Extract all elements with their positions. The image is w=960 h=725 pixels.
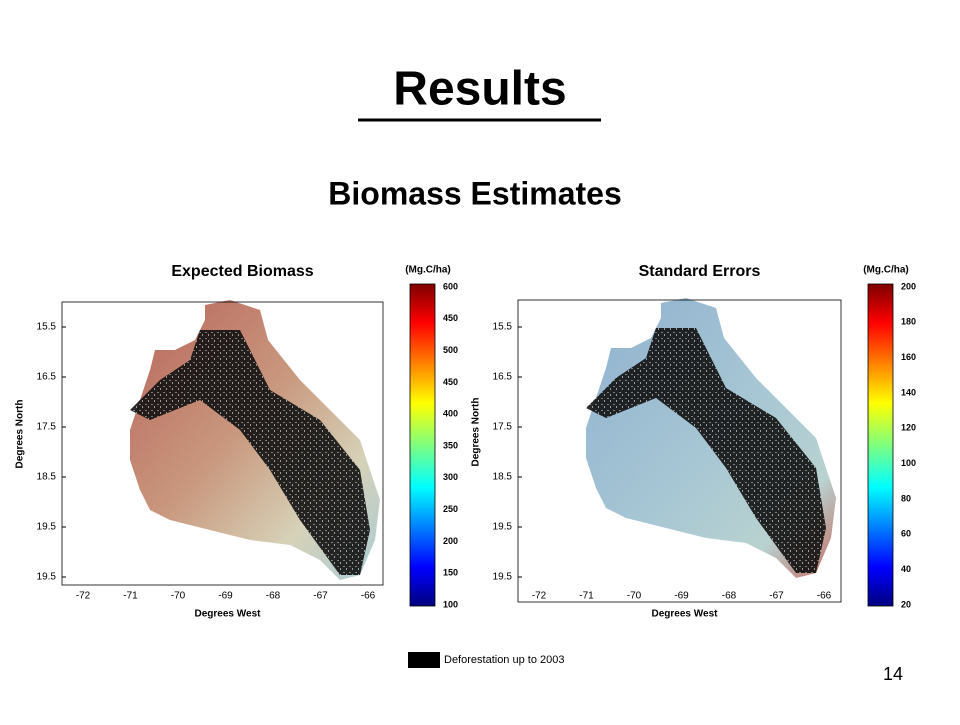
colorbar-unit: (Mg.C/ha)	[405, 265, 451, 276]
x-tick-label: -66	[361, 591, 376, 602]
x-tick-label: -68	[266, 591, 281, 602]
legend-label: Deforestation up to 2003	[444, 654, 564, 666]
map-frame	[517, 299, 842, 603]
panel-title: Standard Errors	[639, 263, 761, 280]
colorbar-tick-label: 200	[901, 281, 916, 291]
y-tick-label: 18.5	[493, 472, 513, 483]
colorbar-tick-label: 450	[443, 313, 458, 323]
legend-swatch	[408, 652, 440, 668]
y-tick-label: 18.5	[37, 472, 57, 483]
x-tick-label: -70	[627, 591, 642, 602]
panel-title: Expected Biomass	[171, 263, 313, 280]
y-tick-label: 17.5	[493, 422, 513, 433]
page-number: 14	[883, 664, 903, 684]
colorbar-tick-label: 300	[443, 472, 458, 482]
colorbar-tick-label: 150	[443, 568, 458, 578]
x-tick-label: -69	[674, 591, 689, 602]
x-tick-label: -72	[532, 591, 547, 602]
x-tick-label: -68	[722, 591, 737, 602]
colorbar-tick-label: 400	[443, 409, 458, 419]
colorbar-tick-label: 180	[901, 317, 916, 327]
colorbar-tick-label: 60	[901, 529, 911, 539]
y-tick-label: 16.5	[493, 372, 513, 383]
x-tick-label: -71	[123, 591, 138, 602]
y-tick-label: 19.5	[37, 572, 57, 583]
y-tick-label: 19.5	[493, 572, 513, 583]
colorbar-tick-label: 250	[443, 504, 458, 514]
colorbar-tick-label: 200	[443, 536, 458, 546]
deforestation-area	[586, 328, 826, 573]
colorbar-tick-label: 450	[443, 377, 458, 387]
x-axis-label: Degrees West	[652, 609, 719, 620]
title: Results	[393, 63, 566, 116]
x-tick-label: -66	[817, 591, 832, 602]
y-tick-label: 19.5	[493, 522, 513, 533]
y-tick-label: 15.5	[493, 322, 513, 333]
x-tick-label: -67	[313, 591, 328, 602]
colorbar-unit: (Mg.C/ha)	[863, 265, 909, 276]
y-tick-label: 16.5	[37, 372, 57, 383]
colorbar-tick-label: 20	[901, 599, 911, 609]
map-frame	[61, 301, 384, 586]
x-tick-label: -71	[579, 591, 594, 602]
colorbar-tick-label: 40	[901, 564, 911, 574]
x-tick-label: -70	[171, 591, 186, 602]
x-axis-label: Degrees West	[195, 609, 262, 620]
x-tick-label: -67	[769, 591, 784, 602]
colorbar	[409, 283, 436, 607]
y-tick-label: 15.5	[37, 322, 57, 333]
y-tick-label: 19.5	[37, 522, 57, 533]
y-tick-label: 17.5	[37, 422, 57, 433]
colorbar-tick-label: 500	[443, 345, 458, 355]
colorbar-tick-label: 80	[901, 493, 911, 503]
x-tick-label: -72	[76, 591, 91, 602]
subtitle: Biomass Estimates	[328, 175, 621, 211]
colorbar-tick-label: 100	[901, 458, 916, 468]
colorbar-tick-label: 350	[443, 440, 458, 450]
colorbar-tick-label: 600	[443, 281, 458, 291]
colorbar-tick-label: 160	[901, 352, 916, 362]
colorbar-tick-label: 100	[443, 599, 458, 609]
colorbar	[867, 283, 894, 607]
colorbar-tick-label: 120	[901, 423, 916, 433]
x-tick-label: -69	[218, 591, 233, 602]
deforestation-area	[130, 330, 370, 575]
y-axis-label: Degrees North	[471, 398, 482, 467]
y-axis-label: Degrees North	[15, 400, 26, 469]
colorbar-tick-label: 140	[901, 387, 916, 397]
